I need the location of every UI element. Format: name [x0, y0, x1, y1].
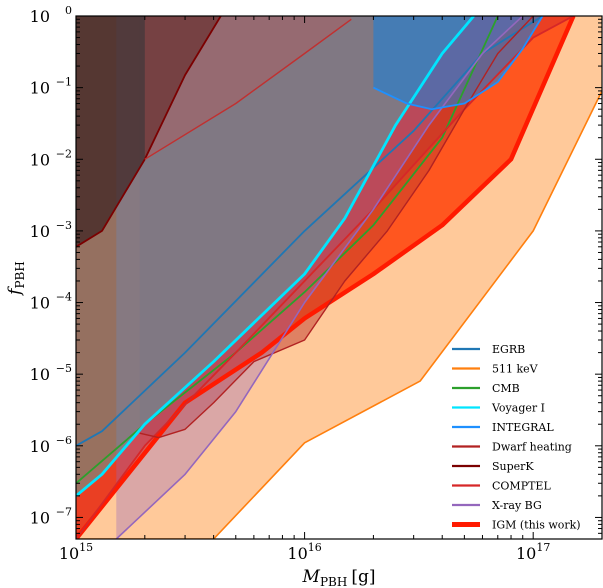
legend-label: CMB — [492, 382, 520, 395]
x-tick-label: 1016 — [287, 541, 321, 563]
y-tick-label: 10 — [30, 150, 50, 169]
axis-ticks — [75, 15, 603, 540]
plot-frame — [75, 15, 603, 540]
y-tick-exponent: −3 — [56, 219, 72, 232]
legend-label: INTEGRAL — [492, 421, 554, 434]
legend-label: Dwarf heating — [492, 441, 572, 454]
legend-label: 511 keV — [492, 363, 539, 376]
x-tick-label: 1015 — [59, 541, 93, 563]
line-x-ray-bg-6 — [115, 16, 524, 539]
y-tick-label: 10 — [30, 294, 50, 313]
line-voyager-i-7 — [76, 16, 475, 497]
y-tick-label: 10 — [30, 7, 50, 26]
line-511-kev-0 — [76, 90, 602, 539]
legend-label: Voyager I — [491, 402, 545, 415]
y-tick-exponent: −2 — [56, 147, 72, 160]
y-tick-exponent: 0 — [65, 4, 72, 17]
area-dwarf-heating-5 — [139, 16, 534, 438]
legend-label: X-ray BG — [492, 499, 542, 512]
area-comptel-10 — [144, 16, 352, 160]
axis-tick-labels: 1015 1016 1017 10 −7 10 −6 10 −5 10 −4 10 −3 10 −2 10 −1… — [30, 4, 551, 563]
y-tick-label: 10 — [30, 437, 50, 456]
y-tick-label: 10 — [30, 79, 50, 98]
y-tick-exponent: −1 — [56, 76, 72, 89]
legend-label: COMPTEL — [492, 480, 551, 493]
y-tick-exponent: −6 — [56, 434, 72, 447]
legend-label: SuperK — [492, 460, 534, 473]
legend: EGRB 511 keV CMB Voyager I INTEGRAL Dwarf hea… — [452, 343, 581, 532]
line-igm-this-work-3 — [76, 16, 576, 539]
y-tick-label: 10 — [30, 222, 50, 241]
area-superk-9 — [76, 16, 221, 247]
legend-label: IGM (this work) — [492, 519, 581, 532]
legend-label: EGRB — [492, 343, 525, 356]
line-integral-8 — [373, 16, 544, 111]
constraint-lines — [76, 16, 602, 539]
area-voyager-i-7 — [76, 16, 474, 496]
y-tick-label: 10 — [30, 508, 50, 527]
x-tick-label: 1017 — [516, 541, 550, 563]
y-tick-label: 10 — [30, 365, 50, 384]
y-axis-label: fPBH — [5, 261, 27, 297]
y-tick-exponent: −4 — [56, 291, 72, 304]
area-integral-8 — [373, 16, 543, 110]
y-tick-exponent: −7 — [56, 505, 72, 518]
y-tick-exponent: −5 — [56, 362, 72, 375]
x-axis-label: MPBH [g] — [302, 567, 376, 588]
line-comptel-10 — [144, 18, 352, 160]
